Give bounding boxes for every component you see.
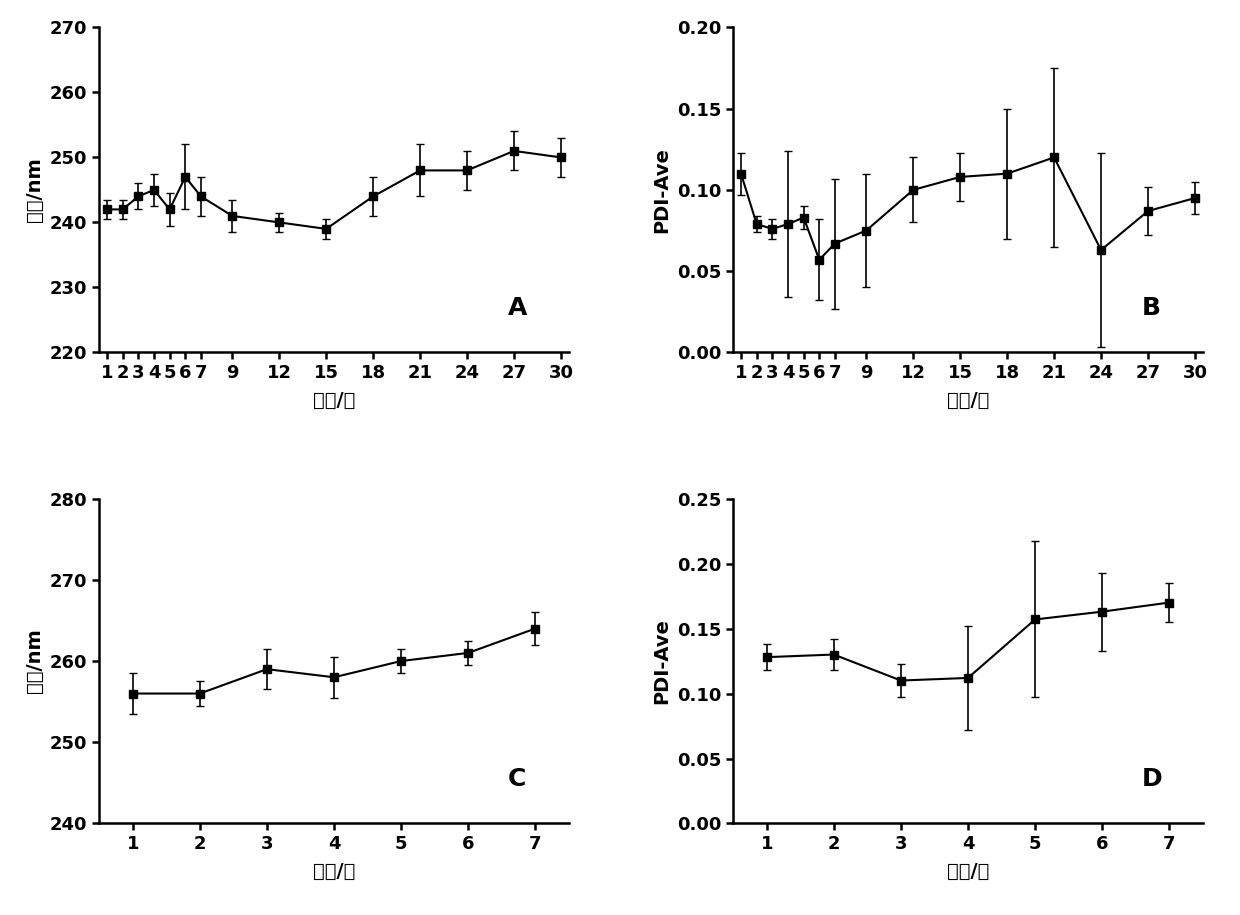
Text: B: B bbox=[1142, 296, 1161, 320]
Y-axis label: 粒径/nm: 粒径/nm bbox=[25, 629, 45, 694]
Text: C: C bbox=[507, 767, 526, 791]
X-axis label: 天数/天: 天数/天 bbox=[312, 862, 355, 880]
X-axis label: 天数/天: 天数/天 bbox=[312, 391, 355, 410]
X-axis label: 天数/天: 天数/天 bbox=[947, 862, 990, 880]
Y-axis label: 粒径/nm: 粒径/nm bbox=[25, 157, 45, 222]
Y-axis label: PDI-Ave: PDI-Ave bbox=[652, 619, 671, 704]
Y-axis label: PDI-Ave: PDI-Ave bbox=[652, 147, 671, 232]
Text: D: D bbox=[1142, 767, 1162, 791]
X-axis label: 天数/天: 天数/天 bbox=[947, 391, 990, 410]
Text: A: A bbox=[507, 296, 527, 320]
